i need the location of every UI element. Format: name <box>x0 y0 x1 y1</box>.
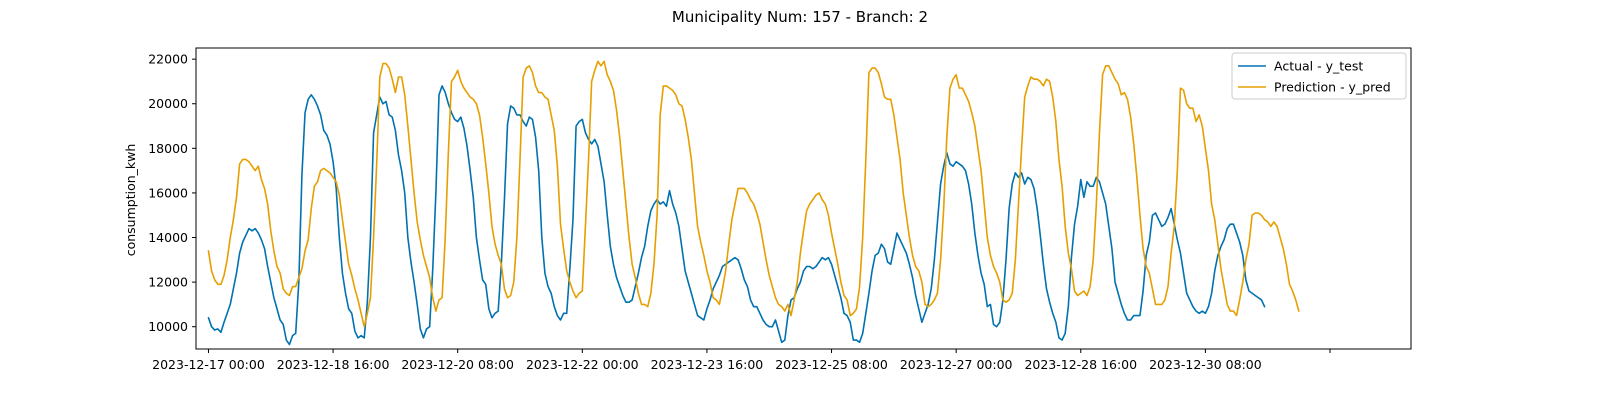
y-tick-label: 14000 <box>148 230 188 245</box>
y-tick-label: 22000 <box>148 52 188 67</box>
x-tick-label: 2023-12-20 08:00 <box>401 357 514 372</box>
y-tick-label: 18000 <box>148 141 188 156</box>
x-tick-label: 2023-12-27 00:00 <box>900 357 1013 372</box>
series-line-actual <box>207 85 1266 346</box>
chart-title: Municipality Num: 157 - Branch: 2 <box>672 8 928 26</box>
x-tick-label: 2023-12-17 00:00 <box>152 357 265 372</box>
y-tick-label: 10000 <box>148 319 188 334</box>
x-tick-label: 2023-12-22 00:00 <box>526 357 639 372</box>
x-tick-label: 2023-12-18 16:00 <box>277 357 390 372</box>
series-line-prediction <box>207 60 1300 328</box>
y-tick-label: 12000 <box>148 275 188 290</box>
legend-entry: Actual - y_test <box>1274 59 1363 74</box>
legend: Actual - y_test Prediction - y_pred <box>1231 52 1407 100</box>
x-tick-label: 2023-12-28 16:00 <box>1024 357 1137 372</box>
plot-area: 10000 12000 14000 16000 18000 20000 22000 2023-… <box>148 47 1412 372</box>
x-tick-label: 2023-12-23 16:00 <box>651 357 764 372</box>
x-tick-label: 2023-12-30 08:00 <box>1149 357 1262 372</box>
y-axis-label: consumption_kwh <box>123 144 138 257</box>
plot-frame <box>195 47 1412 350</box>
legend-entry: Prediction - y_pred <box>1274 80 1391 95</box>
y-tick-label: 20000 <box>148 96 188 111</box>
y-tick-label: 16000 <box>148 185 188 200</box>
legend-box <box>1231 52 1407 100</box>
x-tick-label: 2023-12-25 08:00 <box>775 357 888 372</box>
